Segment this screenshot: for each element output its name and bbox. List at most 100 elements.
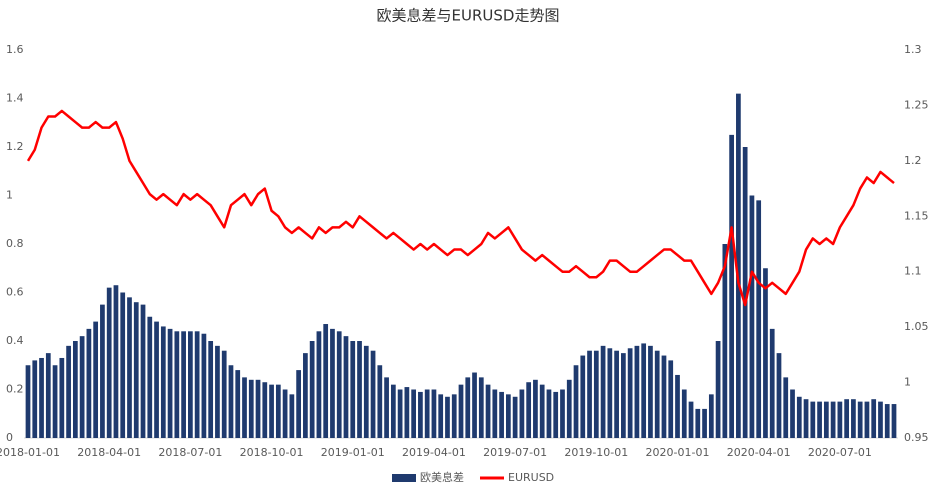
bar bbox=[282, 389, 288, 438]
x-tick-label: 2018-10-01 bbox=[240, 446, 304, 459]
bar bbox=[607, 348, 613, 438]
bar bbox=[52, 365, 58, 438]
x-tick-label: 2018-01-01 bbox=[0, 446, 60, 459]
bar bbox=[566, 379, 572, 438]
x-tick-label: 2019-01-01 bbox=[321, 446, 385, 459]
bar bbox=[160, 326, 166, 438]
bar bbox=[593, 350, 599, 438]
bar bbox=[837, 401, 843, 438]
bar bbox=[39, 357, 44, 438]
bar bbox=[492, 389, 498, 438]
bar bbox=[533, 379, 538, 438]
bar bbox=[309, 341, 315, 438]
bar bbox=[303, 353, 308, 438]
bar bbox=[695, 408, 701, 438]
bar bbox=[526, 382, 532, 438]
line bbox=[26, 109, 895, 307]
bar bbox=[641, 343, 647, 438]
bar bbox=[884, 404, 890, 438]
y2-tick-label: 1.1 bbox=[904, 265, 922, 278]
chart-title: 欧美息差与EURUSD走势图 bbox=[377, 7, 560, 25]
y2-tick-label: 1.2 bbox=[904, 154, 922, 167]
bar bbox=[560, 389, 565, 438]
bar bbox=[100, 304, 105, 438]
bar bbox=[228, 365, 234, 438]
bar bbox=[445, 396, 450, 438]
bar bbox=[147, 316, 153, 438]
x-tick-label: 2020-04-01 bbox=[727, 446, 791, 459]
bar bbox=[79, 336, 85, 438]
bar bbox=[72, 341, 78, 438]
y2-tick-label: 1.15 bbox=[904, 209, 929, 222]
bar bbox=[864, 401, 870, 438]
y-tick-label: 0.4 bbox=[6, 334, 24, 347]
bar bbox=[600, 345, 606, 438]
bar bbox=[688, 401, 694, 438]
bar bbox=[269, 384, 274, 438]
bar bbox=[390, 384, 396, 438]
bar bbox=[424, 389, 430, 438]
bar bbox=[330, 328, 335, 438]
bar bbox=[323, 324, 329, 438]
bar bbox=[702, 408, 707, 438]
bar bbox=[66, 345, 71, 438]
bar bbox=[648, 345, 653, 438]
bar bbox=[857, 401, 863, 438]
legend-swatch bbox=[392, 474, 416, 482]
bar bbox=[431, 389, 437, 438]
y2-tick-label: 1.05 bbox=[904, 320, 929, 333]
legend-label: 欧美息差 bbox=[420, 470, 464, 484]
bar bbox=[465, 377, 471, 438]
bar bbox=[255, 379, 261, 438]
bar bbox=[830, 401, 836, 438]
y-tick-label: 1.4 bbox=[6, 92, 24, 105]
x-tick-label: 2019-07-01 bbox=[483, 446, 547, 459]
bar bbox=[384, 377, 389, 438]
bar bbox=[370, 350, 376, 438]
bar bbox=[113, 285, 119, 438]
bar bbox=[621, 353, 626, 438]
bar bbox=[248, 379, 254, 438]
bar bbox=[573, 365, 579, 438]
bar bbox=[763, 268, 768, 438]
bar bbox=[343, 336, 349, 438]
bar bbox=[316, 331, 322, 438]
x-tick-label: 2020-01-01 bbox=[646, 446, 710, 459]
bar bbox=[221, 350, 227, 438]
bar bbox=[539, 384, 545, 438]
bar bbox=[418, 391, 423, 438]
x-tick-label: 2020-07-01 bbox=[808, 446, 872, 459]
y2-tick-label: 0.95 bbox=[904, 431, 929, 444]
y-tick-label: 0.8 bbox=[6, 237, 24, 250]
bar bbox=[377, 365, 383, 438]
bar bbox=[451, 394, 457, 438]
bar bbox=[654, 350, 660, 438]
bar bbox=[106, 287, 112, 438]
bar bbox=[25, 365, 31, 438]
bar bbox=[614, 350, 619, 438]
bar bbox=[681, 389, 687, 438]
bar bbox=[215, 345, 220, 438]
bar bbox=[722, 244, 728, 438]
bar bbox=[194, 331, 200, 438]
bar bbox=[546, 389, 552, 438]
bar bbox=[140, 304, 146, 438]
bar bbox=[45, 353, 51, 438]
bar bbox=[458, 384, 464, 438]
bar bbox=[357, 341, 362, 438]
y-tick-label: 0.2 bbox=[6, 383, 24, 396]
bar bbox=[736, 93, 741, 439]
y2-tick-label: 1 bbox=[904, 376, 911, 389]
y2-tick-label: 1.3 bbox=[904, 43, 922, 56]
bar bbox=[208, 341, 214, 438]
bar bbox=[404, 387, 410, 438]
bar bbox=[871, 399, 877, 438]
y-tick-label: 0 bbox=[6, 431, 13, 444]
bar bbox=[553, 391, 559, 438]
bar bbox=[181, 331, 186, 438]
bar bbox=[174, 331, 180, 438]
y-tick-label: 1.6 bbox=[6, 43, 24, 56]
bar bbox=[59, 357, 65, 438]
bar bbox=[742, 147, 748, 438]
bar bbox=[823, 401, 829, 438]
